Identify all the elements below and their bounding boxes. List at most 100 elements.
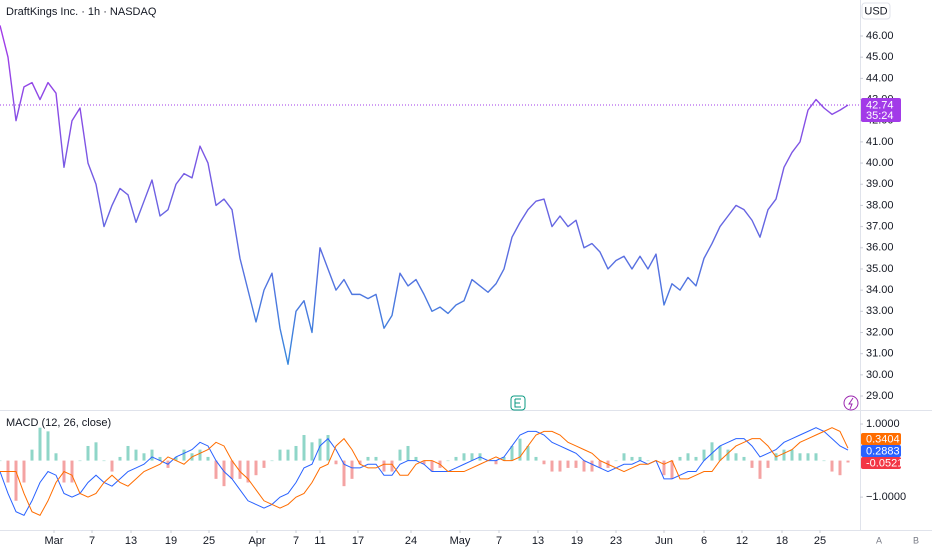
histogram-bar	[342, 460, 346, 487]
macd-title: MACD (12, 26, close)	[6, 417, 111, 429]
value-tag	[861, 457, 901, 469]
histogram-bar	[766, 460, 770, 468]
histogram-bar	[278, 449, 282, 461]
histogram-bar	[782, 449, 786, 461]
log-scale-button[interactable]: B	[913, 535, 919, 545]
y-tick-label: 37.00	[866, 221, 894, 233]
x-tick-label: Mar	[45, 535, 64, 547]
histogram-bar	[254, 460, 258, 476]
y-tick-label: 32.00	[866, 326, 894, 338]
y-tick-label: 45.00	[866, 51, 894, 63]
earnings-icon[interactable]	[510, 395, 526, 411]
histogram-bar	[758, 460, 762, 479]
y-tick-label: 41.00	[866, 136, 894, 148]
y-tick-label: 35.00	[866, 263, 894, 275]
histogram-bar	[630, 456, 634, 461]
histogram-bar	[734, 453, 738, 461]
histogram-bar	[358, 460, 362, 465]
histogram-bar	[838, 460, 842, 476]
histogram-bar	[94, 442, 98, 461]
histogram-bar	[534, 456, 538, 461]
x-tick-label: 23	[610, 535, 622, 547]
y-tick-label: 34.00	[866, 284, 894, 296]
event-icon[interactable]	[843, 395, 859, 411]
histogram-bar	[430, 460, 434, 472]
histogram-bar	[550, 460, 554, 472]
histogram-bar	[326, 435, 330, 461]
y-tick-label: −1.0000	[866, 491, 906, 503]
y-tick-label: 33.00	[866, 305, 894, 317]
histogram-bar	[414, 456, 418, 461]
histogram-bar	[182, 449, 186, 461]
x-tick-label: Apr	[248, 535, 265, 547]
histogram-bar	[750, 460, 754, 468]
symbol-title: DraftKings Inc. · 1h · NASDAQ	[6, 6, 157, 18]
histogram-bar	[374, 456, 378, 461]
histogram-bar	[174, 456, 178, 461]
histogram-bar	[110, 460, 114, 472]
histogram-bar	[262, 460, 266, 468]
histogram-bar	[662, 460, 666, 476]
histogram-bar	[14, 460, 18, 501]
histogram-bar	[454, 456, 458, 461]
macd-line	[0, 427, 849, 517]
histogram-bar	[198, 449, 202, 461]
y-tick-label: 29.00	[866, 390, 894, 402]
y-tick-label: 44.00	[866, 72, 894, 84]
x-tick-label: 11	[314, 535, 325, 547]
x-tick-label: 7	[496, 535, 502, 547]
histogram-bar	[702, 449, 706, 461]
histogram-bar	[78, 460, 82, 462]
histogram-bar	[222, 460, 226, 487]
currency-box[interactable]	[861, 2, 891, 20]
currency[interactable]: USD	[864, 5, 887, 17]
auto-scale-button[interactable]: A	[876, 535, 882, 545]
histogram-bar	[422, 460, 426, 465]
histogram-bar	[302, 435, 306, 461]
x-tick-label: 7	[89, 535, 95, 547]
x-tick-label: 19	[165, 535, 177, 547]
y-tick-label: 1.0000	[866, 418, 900, 430]
histogram-bar	[230, 460, 234, 479]
histogram-bar	[22, 460, 26, 483]
x-tick-label: 24	[405, 535, 417, 547]
histogram-bar	[526, 445, 530, 461]
histogram-bar	[134, 449, 138, 461]
histogram-bar	[398, 449, 402, 461]
histogram-bar	[158, 456, 162, 461]
histogram-bar	[286, 449, 290, 461]
histogram-bar	[678, 456, 682, 461]
histogram-bar	[470, 453, 474, 461]
x-tick-label: 13	[125, 535, 137, 547]
histogram-bar	[686, 453, 690, 461]
histogram-bar	[382, 460, 386, 472]
histogram-bar	[806, 453, 810, 461]
histogram-bar	[830, 460, 834, 472]
x-tick-label: May	[450, 535, 471, 547]
value-tag-label: -0.0521	[866, 457, 903, 469]
histogram-bar	[0, 460, 2, 462]
histogram-bar	[798, 453, 802, 461]
histogram-bar	[54, 453, 58, 461]
histogram-bar	[566, 460, 570, 468]
histogram-bar	[38, 427, 42, 461]
histogram-bar	[510, 445, 514, 461]
x-tick-label: 7	[293, 535, 299, 547]
event-circle[interactable]	[843, 395, 859, 411]
last-price-label: 42.74	[866, 99, 894, 111]
histogram-bar	[582, 460, 586, 472]
histogram-bar	[502, 456, 506, 461]
event-glyph	[848, 397, 854, 410]
histogram-bar	[86, 445, 90, 461]
histogram-bar	[846, 460, 850, 463]
histogram-bar	[742, 456, 746, 461]
value-tag-label: 0.2883	[866, 445, 900, 457]
x-tick-label: 12	[736, 535, 748, 547]
histogram-bar	[150, 449, 154, 461]
histogram-bar	[318, 438, 322, 461]
histogram-bar	[102, 460, 106, 462]
histogram-bar	[214, 460, 218, 479]
histogram-bar	[574, 460, 578, 468]
